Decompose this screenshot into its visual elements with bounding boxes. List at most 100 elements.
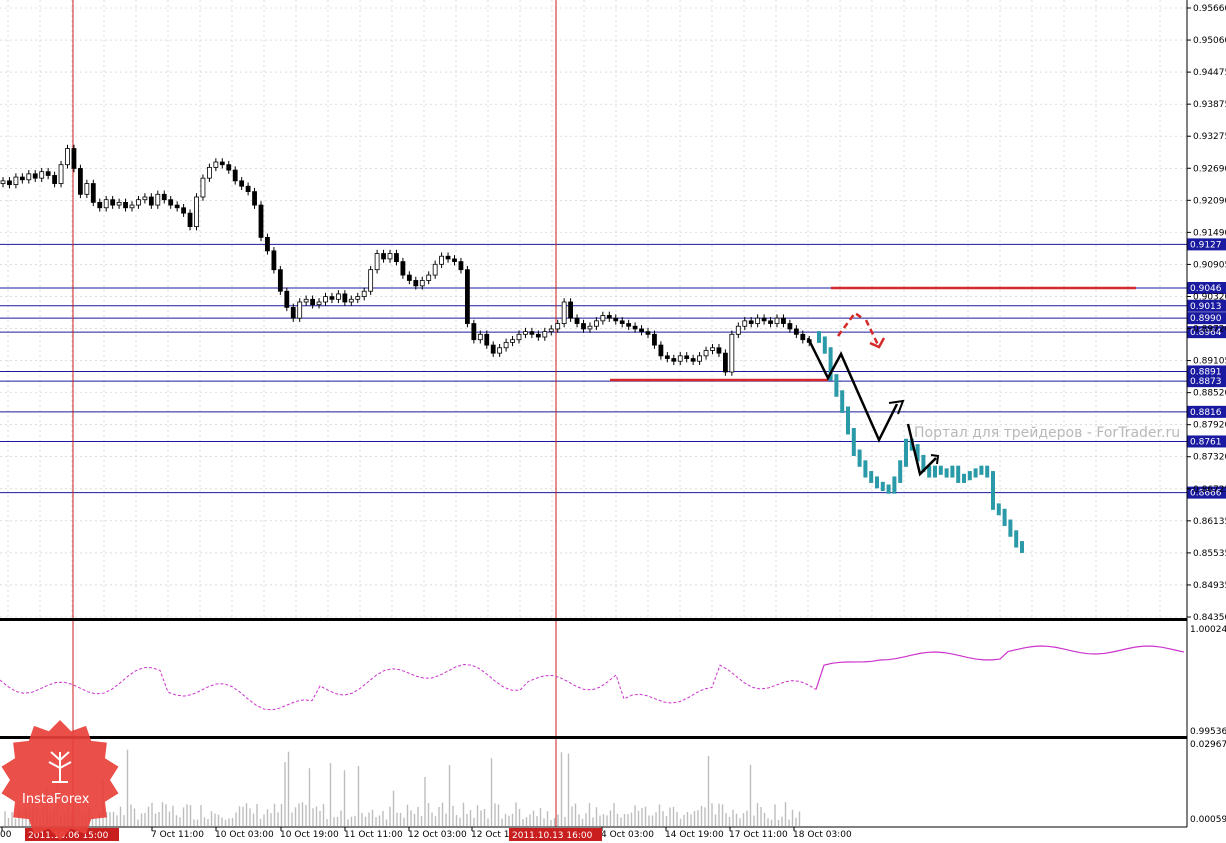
- forecast-bar: [863, 460, 868, 478]
- candle: [581, 319, 586, 333]
- instaforex-logo: InstaForex: [1, 720, 119, 840]
- candle: [464, 265, 470, 328]
- level-tag: [1187, 312, 1226, 325]
- candle: [335, 290, 341, 304]
- level-tag: [1187, 486, 1226, 499]
- candle: [684, 352, 690, 363]
- candle: [419, 276, 425, 290]
- pane-separators: [0, 0, 1188, 828]
- candle: [619, 317, 625, 328]
- time-highlight-1: [25, 828, 119, 841]
- candle: [219, 158, 225, 169]
- candle: [103, 195, 109, 212]
- forecast-bars: [817, 331, 1024, 553]
- forecast-bar: [950, 465, 955, 478]
- level-label: 0.8666: [1190, 489, 1222, 499]
- price-axis-label: 0.93875: [1193, 100, 1226, 110]
- candle: [490, 341, 496, 357]
- candle: [652, 330, 657, 349]
- candle: [574, 314, 580, 328]
- vertical-marker-lines[interactable]: [72, 0, 557, 827]
- candle: [142, 193, 148, 204]
- candle: [329, 292, 335, 304]
- candle: [523, 327, 528, 339]
- candle: [600, 311, 606, 325]
- candle: [226, 160, 232, 174]
- candle: [316, 298, 322, 309]
- candle: [71, 144, 77, 173]
- candle: [361, 287, 367, 301]
- forecast-bar: [1008, 519, 1013, 537]
- candle: [368, 265, 374, 295]
- price-axis-label: 0.84935: [1193, 581, 1226, 591]
- candle: [639, 325, 644, 336]
- forecast-bar: [857, 449, 862, 467]
- price-axis-label: 0.85535: [1193, 549, 1226, 559]
- time-axis-label: 7 Oct 11:00: [151, 830, 204, 840]
- forecast-bar: [915, 444, 920, 462]
- candle: [497, 344, 503, 357]
- candle: [174, 201, 180, 212]
- forecast-bar: [817, 331, 821, 343]
- candle: [735, 322, 741, 339]
- candle: [761, 314, 767, 325]
- time-highlight-2-label: 2011.10.13 16:00: [512, 831, 593, 841]
- level-label: 0.8964: [1190, 328, 1222, 338]
- candle: [194, 193, 199, 231]
- candle: [123, 198, 128, 212]
- trend-lines[interactable]: [610, 286, 1136, 382]
- candle: [323, 292, 328, 306]
- horizontal-levels[interactable]: 0.91270.90460.90130.89900.89640.88910.88…: [0, 238, 1226, 499]
- candle: [452, 255, 457, 266]
- candle: [200, 174, 206, 201]
- time-axis-label: 18 Oct 03:00: [793, 830, 852, 840]
- candle: [206, 163, 212, 182]
- candle: [129, 201, 135, 212]
- forecast-bar: [892, 476, 897, 494]
- candle: [432, 260, 438, 279]
- candle: [710, 344, 715, 355]
- time-axis-label: 4 Oct 03:00: [601, 830, 654, 840]
- candle: [97, 198, 103, 212]
- price-axis-label: 0.94475: [1193, 68, 1226, 78]
- candle: [136, 195, 141, 209]
- candle: [477, 330, 483, 344]
- level-label: 0.9046: [1190, 284, 1222, 294]
- candle: [774, 314, 780, 328]
- time-axis-label: 17 Oct 11:00: [729, 830, 788, 840]
- forecast-bar: [967, 471, 972, 481]
- candle: [406, 271, 412, 285]
- indicator-pane[interactable]: [0, 645, 1185, 711]
- candle: [445, 252, 451, 263]
- candle: [516, 330, 522, 344]
- candle: [310, 295, 316, 309]
- volume-pane[interactable]: [4, 749, 801, 826]
- forecast-bar: [944, 468, 949, 478]
- time-axis-label: 10 Oct 03:00: [215, 830, 274, 840]
- black-forecast-arrows: [806, 337, 940, 477]
- indicator-line-forecast: [815, 645, 1185, 690]
- forecast-bar: [1020, 541, 1024, 553]
- candle: [78, 164, 83, 199]
- forecast-bar: [985, 465, 990, 478]
- candle: [26, 170, 32, 184]
- candle: [439, 252, 445, 269]
- candle: [400, 257, 406, 279]
- candle: [748, 317, 754, 328]
- price-axis-label: 0.86725: [1193, 485, 1226, 495]
- candle: [110, 195, 116, 209]
- candle: [245, 182, 251, 196]
- candle: [484, 330, 490, 349]
- candle: [723, 349, 728, 376]
- forecast-bar: [956, 465, 961, 483]
- candle: [755, 314, 761, 328]
- candle: [690, 354, 696, 365]
- candle: [342, 290, 348, 306]
